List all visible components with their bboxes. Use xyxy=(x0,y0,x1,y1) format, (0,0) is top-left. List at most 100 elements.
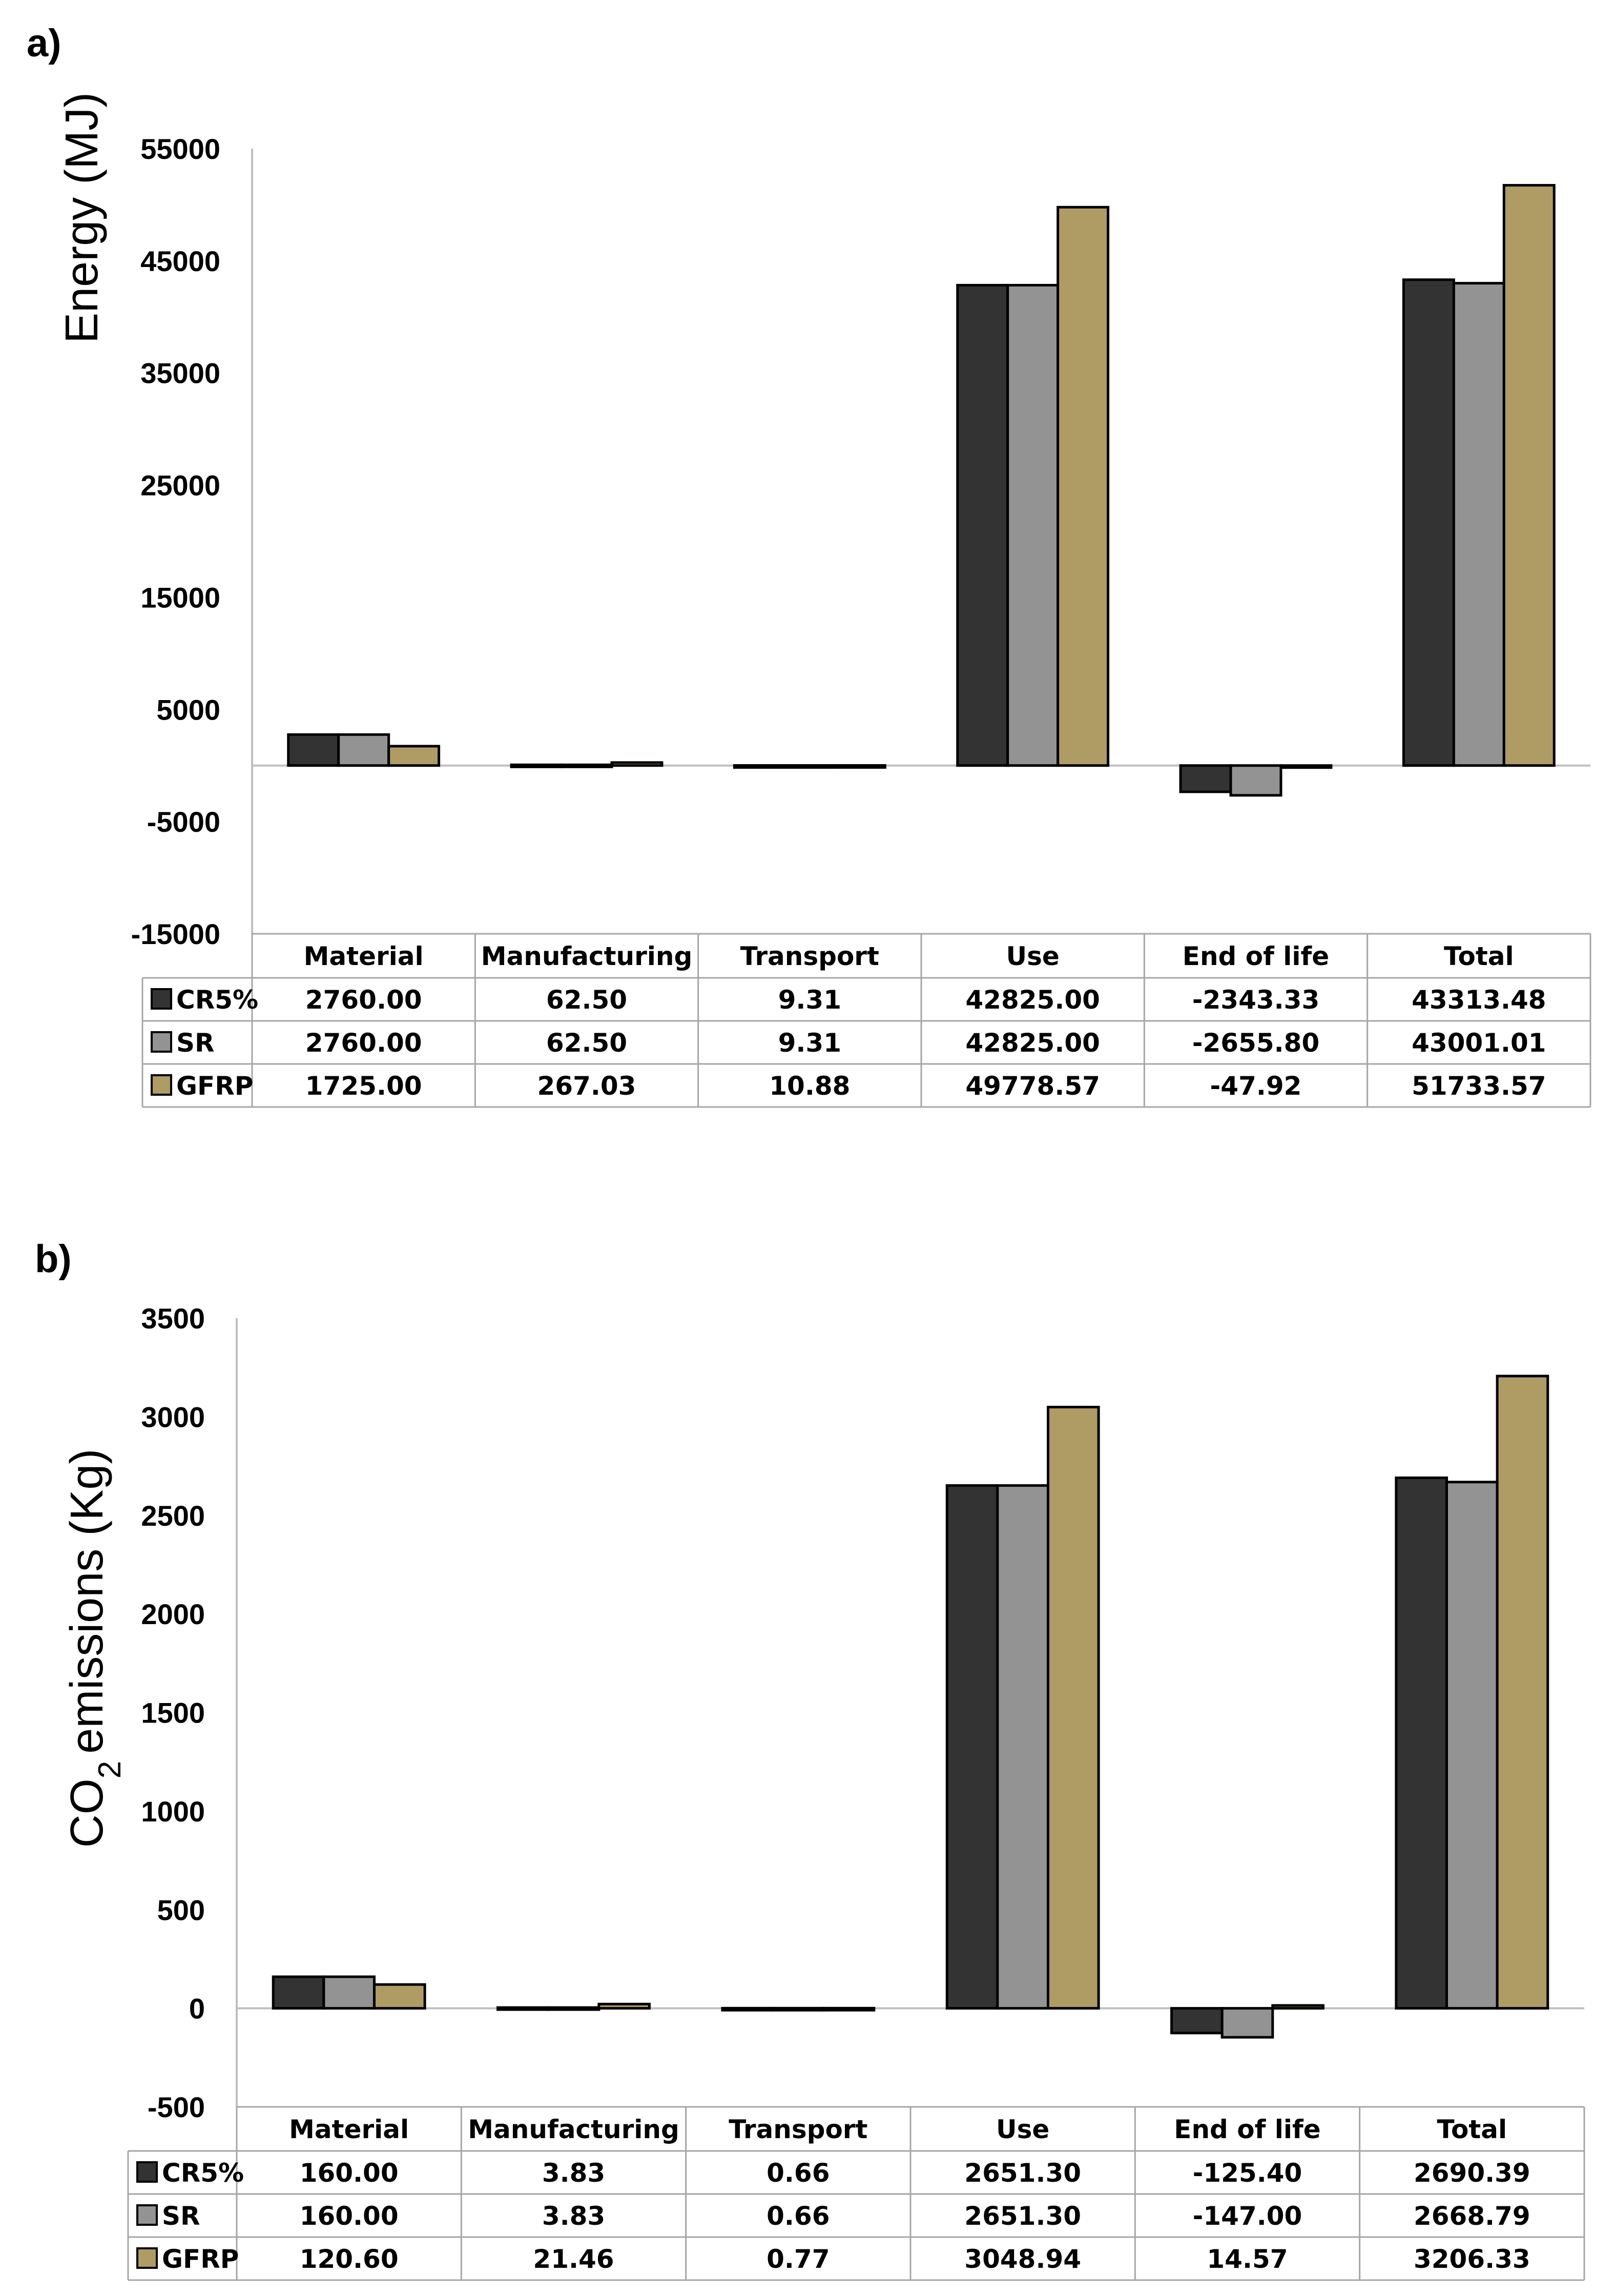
y-tick-label: -15000 xyxy=(131,918,220,950)
bar-cr5-manufacturing xyxy=(510,763,563,768)
bar-gfrp-transport xyxy=(833,764,886,769)
data-label: -125.40 xyxy=(1193,2158,1302,2188)
legend-label: SR xyxy=(162,2201,200,2231)
data-label: 42825.00 xyxy=(965,1028,1100,1058)
y-tick-label: 2500 xyxy=(141,1500,205,1532)
data-label: 43001.01 xyxy=(1412,1028,1546,1058)
data-label: 62.50 xyxy=(546,985,627,1015)
bar-gfrp-end-of-life xyxy=(1271,2004,1324,2010)
bar-gfrp-use xyxy=(1057,206,1110,767)
bar-gfrp-use xyxy=(1046,1406,1100,2010)
data-label: 3206.33 xyxy=(1414,2244,1530,2274)
panel-label: b) xyxy=(35,1237,72,1281)
data-label: 9.31 xyxy=(778,985,841,1015)
y-tick-label: -5000 xyxy=(147,806,220,838)
bar-sr-transport xyxy=(783,764,836,769)
category-label: Total xyxy=(1437,2115,1507,2144)
legend-label: SR xyxy=(176,1028,215,1058)
category-label: End of life xyxy=(1174,2115,1320,2144)
bar-gfrp-manufacturing xyxy=(597,2002,651,2010)
data-label: 3048.94 xyxy=(964,2244,1081,2274)
bar-cr5-transport xyxy=(721,2006,775,2012)
panel-label: a) xyxy=(27,22,61,65)
bar-gfrp-end-of-life xyxy=(1279,764,1333,769)
bar-cr5-use xyxy=(945,1484,999,2010)
category-label: Material xyxy=(304,941,424,971)
legend-key-gfrp xyxy=(136,2247,158,2269)
data-label: 10.88 xyxy=(769,1071,850,1101)
data-label: 2760.00 xyxy=(305,1028,422,1058)
category-label: End of life xyxy=(1183,941,1329,971)
y-tick-label: 55000 xyxy=(140,133,220,165)
category-label: Material xyxy=(289,2115,409,2144)
category-label: Use xyxy=(996,2115,1049,2144)
bar-sr-manufacturing xyxy=(547,2006,601,2011)
y-tick-label: 25000 xyxy=(140,469,220,502)
category-label: Total xyxy=(1444,941,1514,971)
y-tick-label: 2000 xyxy=(141,1598,205,1630)
legend-label: CR5% xyxy=(176,985,258,1015)
data-label: 1725.00 xyxy=(305,1071,422,1101)
legend-key-cr5 xyxy=(136,2161,158,2183)
category-label: Use xyxy=(1006,941,1060,971)
data-label: 160.00 xyxy=(300,2201,399,2231)
y-tick-label: 1000 xyxy=(141,1795,205,1828)
data-label: 62.50 xyxy=(546,1028,627,1058)
bar-sr-material xyxy=(337,733,390,767)
y-tick-label: 1500 xyxy=(141,1697,205,1729)
data-label: 2760.00 xyxy=(305,985,422,1015)
data-label: 3.83 xyxy=(542,2201,605,2231)
data-label: 51733.57 xyxy=(1412,1071,1546,1101)
legend-label: CR5% xyxy=(162,2158,244,2188)
y-axis-title: Energy (MJ) xyxy=(56,92,108,343)
data-label: 0.77 xyxy=(767,2244,830,2274)
y-axis-title-subscript: 2 xyxy=(92,1761,128,1778)
data-label: 2651.30 xyxy=(964,2158,1081,2188)
y-tick-label: 35000 xyxy=(140,357,220,389)
bar-cr5-total xyxy=(1402,278,1455,767)
y-axis-title-suffix: emissions (Kg) xyxy=(61,1449,113,1754)
data-label: 21.46 xyxy=(533,2244,614,2274)
data-label: 160.00 xyxy=(300,2158,399,2188)
legend-key-gfrp xyxy=(151,1074,172,1096)
y-tick-label: 3000 xyxy=(141,1401,205,1433)
data-label: -2655.80 xyxy=(1192,1028,1320,1058)
y-tick-label: 3500 xyxy=(141,1302,205,1335)
y-tick-label: 500 xyxy=(157,1894,205,1926)
data-label: 267.03 xyxy=(537,1071,636,1101)
bar-sr-use xyxy=(1006,283,1060,767)
data-label: -147.00 xyxy=(1193,2201,1302,2231)
bar-cr5-total xyxy=(1395,1476,1448,2010)
data-label: 43313.48 xyxy=(1412,985,1546,1015)
data-label: 2690.39 xyxy=(1414,2158,1530,2188)
data-label: 0.66 xyxy=(767,2201,830,2231)
data-label: 3.83 xyxy=(542,2158,605,2188)
bar-gfrp-material xyxy=(372,1983,426,2010)
legend-key-cr5 xyxy=(151,988,172,1010)
bar-cr5-manufacturing xyxy=(496,2006,550,2011)
bar-gfrp-total xyxy=(1496,1375,1549,2010)
bar-cr5-transport xyxy=(733,764,786,769)
data-label: 2668.79 xyxy=(1414,2201,1530,2231)
bar-gfrp-manufacturing xyxy=(610,761,664,767)
bar-sr-end-of-life xyxy=(1220,2007,1274,2039)
bar-sr-use xyxy=(996,1484,1049,2010)
y-axis-title-prefix: CO xyxy=(61,1778,113,1848)
data-label: 2651.30 xyxy=(964,2201,1081,2231)
bar-sr-transport xyxy=(772,2006,825,2012)
legend-key-sr xyxy=(151,1031,172,1053)
category-label: Transport xyxy=(729,2115,867,2144)
bar-sr-total xyxy=(1452,282,1505,767)
bar-sr-manufacturing xyxy=(560,763,613,768)
data-label: 0.66 xyxy=(767,2158,830,2188)
bar-gfrp-total xyxy=(1502,183,1556,767)
bar-gfrp-transport xyxy=(822,2006,876,2012)
category-label: Transport xyxy=(740,941,879,971)
bar-cr5-material xyxy=(287,733,340,767)
data-label: 120.60 xyxy=(300,2244,399,2274)
y-tick-label: -500 xyxy=(148,2091,205,2123)
category-label: Manufacturing xyxy=(481,941,693,971)
bar-cr5-material xyxy=(272,1975,325,2010)
category-label: Manufacturing xyxy=(468,2115,679,2144)
